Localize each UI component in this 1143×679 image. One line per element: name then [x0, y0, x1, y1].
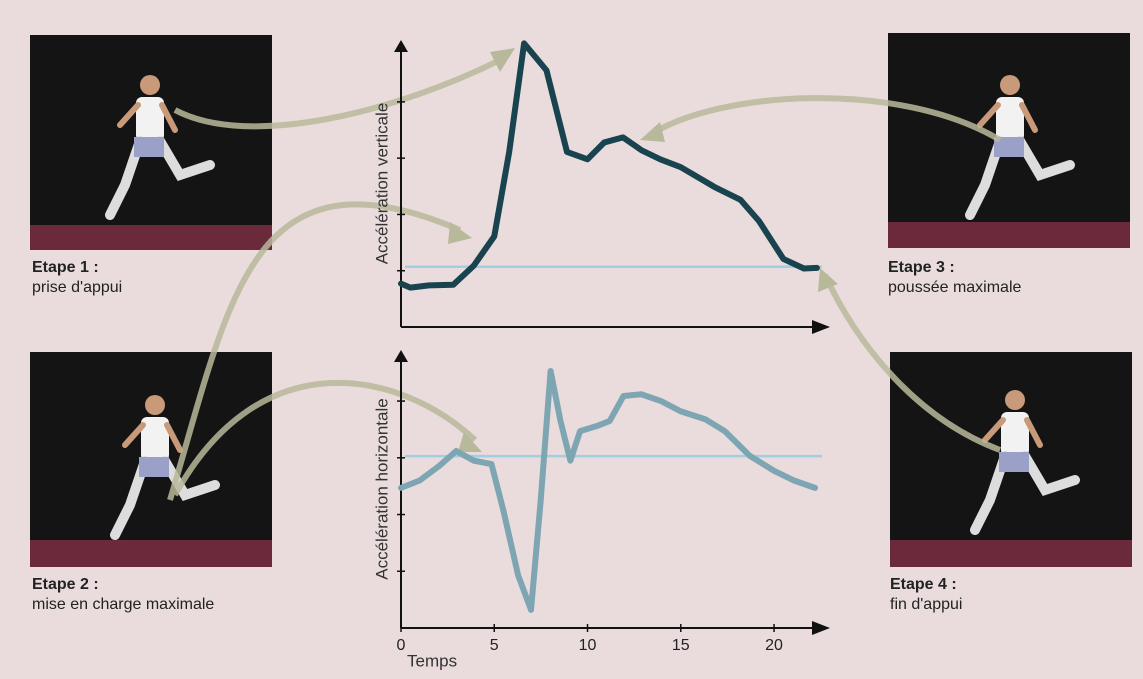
stage-title: Etape 4 :	[890, 576, 957, 593]
x-tick-label: 20	[765, 637, 783, 654]
arrows	[170, 60, 1000, 500]
photo-stage-3	[888, 33, 1130, 248]
y-axis-label: Accélération verticale	[372, 103, 391, 265]
data-line	[401, 371, 815, 610]
stage-title: Etape 3 :	[888, 259, 955, 276]
photo-stage-1	[30, 35, 272, 250]
x-tick-label: 15	[672, 637, 690, 654]
y-axis-arrow	[394, 350, 408, 362]
stage-caption: mise en charge maximale	[32, 596, 214, 613]
y-axis-label: Accélération horizontale	[372, 398, 391, 579]
stage-caption: prise d'appui	[32, 279, 122, 296]
stage-title: Etape 2 :	[32, 576, 99, 593]
x-tick-label: 5	[490, 637, 499, 654]
x-axis-arrow	[812, 621, 830, 635]
stage-caption: fin d'appui	[890, 596, 962, 613]
photo-stage-4	[890, 352, 1132, 567]
x-axis-label: Temps	[407, 651, 457, 670]
x-axis-arrow	[812, 320, 830, 334]
stage-caption: poussée maximale	[888, 279, 1022, 296]
y-axis-arrow	[394, 40, 408, 52]
x-tick-label: 10	[579, 637, 597, 654]
photo-stage-2	[30, 352, 272, 567]
figure: Etape 1 : prise d'appui Etape 2 : mise e…	[0, 0, 1143, 679]
x-tick-label: 0	[397, 637, 406, 654]
stage-title: Etape 1 :	[32, 259, 99, 276]
